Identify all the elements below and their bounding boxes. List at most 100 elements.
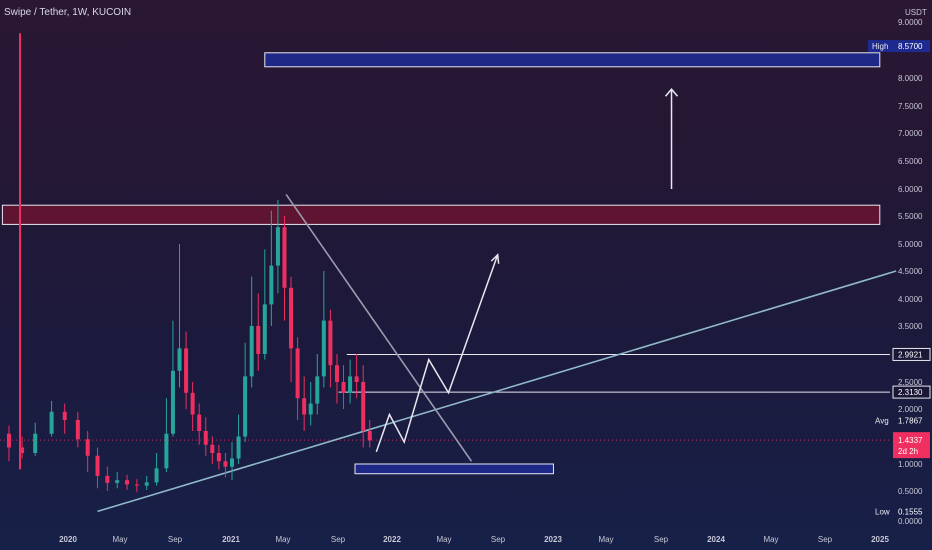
x-tick-label-8: Sep xyxy=(491,535,506,544)
candle-body-11 xyxy=(105,475,110,483)
x-tick-label-15: 2025 xyxy=(871,535,889,544)
y-tick-label-4: 6.5000 xyxy=(898,157,923,166)
x-tick-label-11: Sep xyxy=(654,535,669,544)
candle-body-45 xyxy=(348,376,353,393)
y-tick-label-1: 8.0000 xyxy=(898,74,923,83)
y-tick-label-8: 4.5000 xyxy=(898,267,923,276)
projection-path xyxy=(375,254,499,453)
y-tick-label-7: 5.0000 xyxy=(898,240,923,249)
x-tick-label-6: 2022 xyxy=(383,535,401,544)
price-label-value-3: 1.7867 xyxy=(898,417,923,426)
candle-body-22 xyxy=(197,414,202,431)
y-tick-label-12: 2.5000 xyxy=(898,378,923,387)
candle-body-40 xyxy=(315,376,320,404)
candle-body-35 xyxy=(282,227,287,288)
x-tick-label-2: Sep xyxy=(168,535,183,544)
y-tick-label-2: 7.5000 xyxy=(898,102,923,111)
candle-body-31 xyxy=(256,326,261,354)
y-tick-label-16: 0.0000 xyxy=(898,517,923,526)
price-label-value-4: 1.4337 xyxy=(898,436,923,445)
candle-body-12 xyxy=(115,480,120,483)
candle-body-16 xyxy=(154,468,159,483)
candle-body-6 xyxy=(49,411,54,434)
price-label-value-1: 2.9921 xyxy=(898,350,923,359)
candle-body-14 xyxy=(134,484,139,486)
candle-body-23 xyxy=(203,431,208,445)
candle-body-28 xyxy=(236,436,241,459)
candle-body-37 xyxy=(295,348,300,399)
x-tick-label-14: Sep xyxy=(818,535,833,544)
projection-arrowhead xyxy=(490,253,500,264)
price-unit: USDT xyxy=(905,8,927,17)
candle-body-7 xyxy=(62,411,67,420)
candle-body-3 xyxy=(6,433,11,448)
target-arrowhead xyxy=(664,88,679,97)
candle-body-47 xyxy=(361,382,366,431)
label-bg-2 xyxy=(892,385,931,399)
candle-body-43 xyxy=(334,365,339,382)
target-zone xyxy=(264,52,881,68)
y-tick-label-15: 0.5000 xyxy=(898,487,923,496)
candle-body-10 xyxy=(95,455,100,476)
x-tick-label-5: Sep xyxy=(331,535,346,544)
candle-body-41 xyxy=(321,320,326,377)
candle-body-21 xyxy=(190,392,195,415)
candle-body-38 xyxy=(302,398,307,415)
candle-body-27 xyxy=(230,458,234,467)
x-tick-label-3: 2021 xyxy=(222,535,240,544)
candle-body-42 xyxy=(328,320,333,366)
y-tick-label-6: 5.5000 xyxy=(898,212,923,221)
y-tick-label-14: 1.0000 xyxy=(898,460,923,469)
x-tick-label-4: May xyxy=(275,535,290,544)
y-tick-label-5: 6.0000 xyxy=(898,185,923,194)
support-zone xyxy=(354,463,554,475)
price-label-name-3: Avg xyxy=(875,417,889,426)
price-label-value-2: 2.3130 xyxy=(898,388,923,397)
resistance-zone xyxy=(1,204,881,225)
y-tick-label-3: 7.0000 xyxy=(898,129,923,138)
rising-support xyxy=(97,270,897,513)
x-tick-label-10: May xyxy=(598,535,613,544)
candle-body-46 xyxy=(354,376,359,382)
candle-body-5 xyxy=(33,433,38,453)
candle-body-26 xyxy=(223,461,228,467)
label-bg-4 xyxy=(893,432,930,459)
candle-body-20 xyxy=(184,348,189,393)
candle-body-44 xyxy=(341,382,346,393)
candle-body-4 xyxy=(20,447,25,453)
candle-body-33 xyxy=(269,265,274,305)
y-tick-label-10: 3.5000 xyxy=(898,322,923,331)
candle-body-8 xyxy=(75,420,80,440)
candle-body-9 xyxy=(85,439,90,456)
x-tick-label-7: May xyxy=(436,535,451,544)
candle-body-48 xyxy=(367,431,372,441)
price-label-sub-4: 2d 2h xyxy=(898,447,918,456)
candle-body-29 xyxy=(243,376,248,437)
chart-title: Swipe / Tether, 1W, KUCOIN xyxy=(4,7,132,18)
candle-body-34 xyxy=(275,227,280,266)
x-tick-label-1: May xyxy=(112,535,127,544)
candle-body-36 xyxy=(289,287,294,349)
candle-body-18 xyxy=(170,370,175,434)
candle-body-25 xyxy=(216,453,221,462)
x-tick-label-12: 2024 xyxy=(707,535,725,544)
label-bg-1 xyxy=(892,347,931,361)
label-bg-0 xyxy=(868,40,930,53)
price-label-name-5: Low xyxy=(875,508,890,517)
price-label-name-0: High xyxy=(872,42,888,51)
candle-body-32 xyxy=(262,304,267,354)
x-tick-label-13: May xyxy=(763,535,778,544)
falling-resistance xyxy=(285,193,473,462)
candle-body-24 xyxy=(210,444,215,453)
candle-body-15 xyxy=(144,482,149,486)
price-label-value-0: 8.5700 xyxy=(898,42,923,51)
candle-body-17 xyxy=(164,433,169,469)
candle-body-19 xyxy=(177,348,182,371)
x-tick-label-9: 2023 xyxy=(544,535,562,544)
candle-body-30 xyxy=(249,326,254,377)
price-label-value-5: 0.1555 xyxy=(898,508,923,517)
y-tick-label-13: 2.0000 xyxy=(898,405,923,414)
y-tick-label-9: 4.0000 xyxy=(898,295,923,304)
